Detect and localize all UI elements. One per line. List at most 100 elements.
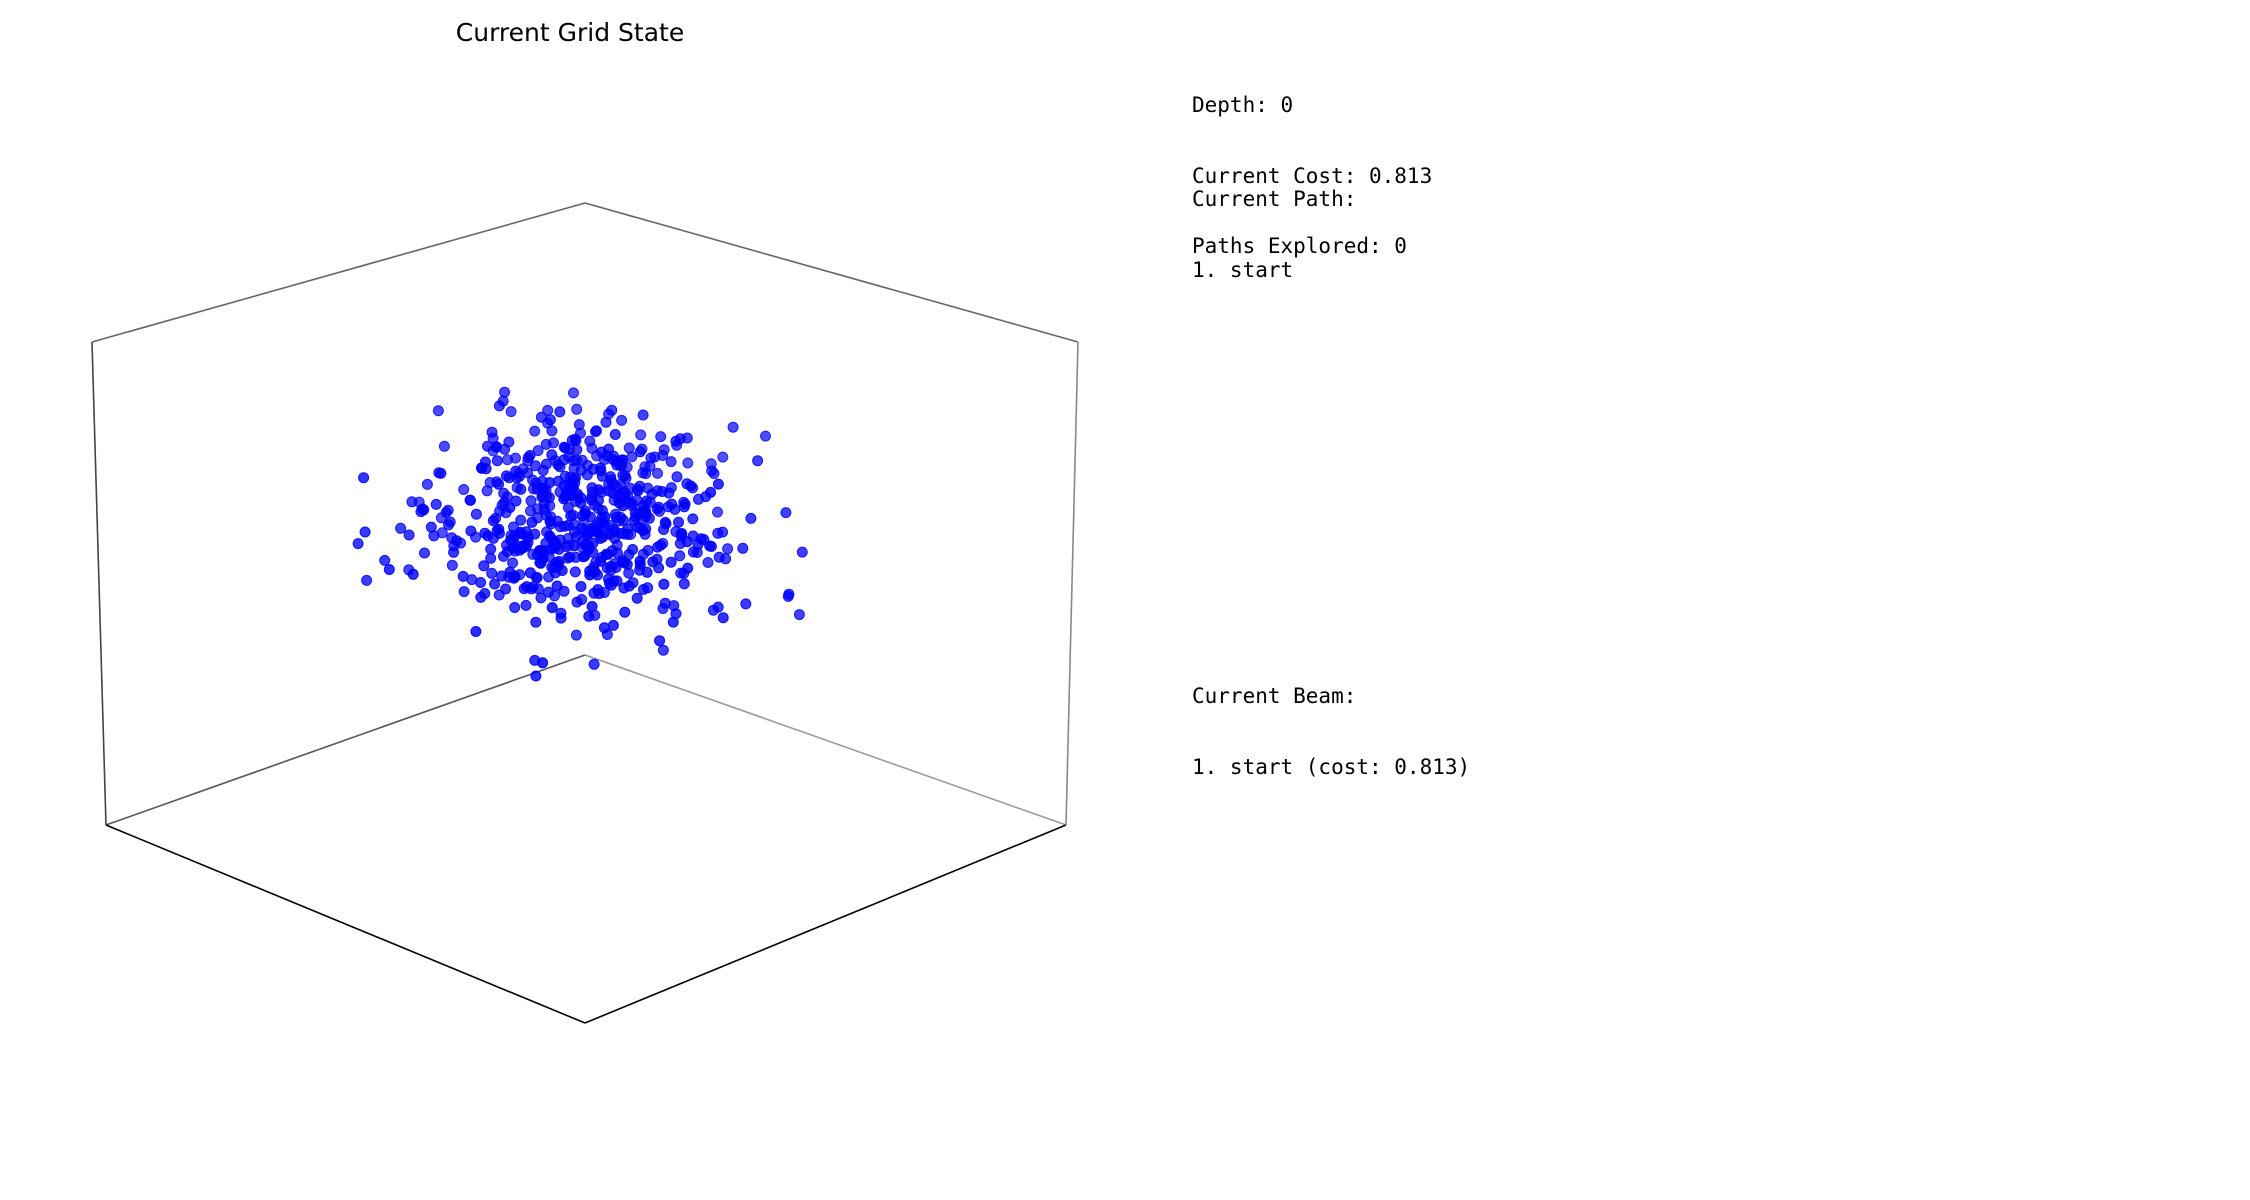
scatter-point	[623, 442, 635, 454]
scatter-point	[682, 457, 694, 469]
scatter-point	[706, 465, 718, 477]
scatter-point	[593, 588, 605, 600]
scatter-point	[502, 454, 513, 466]
scatter-point	[383, 564, 395, 575]
scatter-point	[665, 556, 677, 568]
scatter-point	[604, 519, 615, 531]
scatter-point	[609, 429, 621, 440]
scatter-point	[570, 531, 582, 543]
scatter-point	[717, 612, 729, 624]
scatter-point	[395, 522, 407, 534]
scatter-point	[572, 490, 583, 502]
scatter-point	[446, 559, 458, 571]
scatter-point	[625, 529, 637, 540]
left-vertical-edge	[91, 341, 107, 826]
scatter-point	[563, 479, 575, 491]
back-top-left-edge	[91, 202, 586, 343]
scatter-point	[563, 539, 575, 551]
scatter-point	[352, 538, 364, 550]
scatter-point	[554, 521, 566, 533]
scatter-point	[569, 566, 581, 578]
scatter-point	[682, 562, 694, 574]
scatter-point	[687, 482, 699, 494]
scatter-point	[679, 498, 691, 510]
scatter-point	[674, 550, 686, 562]
scatter-point	[432, 405, 444, 417]
scatter-point	[530, 670, 542, 682]
scatter-point	[605, 474, 617, 486]
scatter-point	[529, 425, 541, 437]
scatter-point	[458, 484, 470, 495]
scatter-point	[406, 496, 418, 508]
scatter-point	[470, 626, 482, 637]
scatter-point	[566, 434, 578, 446]
scatter-point	[712, 527, 724, 539]
scatter-point	[568, 387, 579, 399]
scatter-point	[693, 493, 704, 505]
scatter-point	[717, 451, 729, 463]
scatter-point	[521, 581, 533, 593]
scatter-point	[617, 469, 629, 481]
scatter-point	[505, 530, 517, 541]
scatter-point	[671, 471, 683, 483]
scatter-point	[509, 602, 521, 613]
scatter-point	[438, 440, 450, 452]
scatter-point	[670, 608, 682, 620]
scatter-point	[745, 512, 757, 524]
axes-box	[91, 202, 1079, 1024]
scatter-point	[482, 530, 494, 542]
back-top-right-edge	[584, 202, 1079, 343]
scatter-point	[576, 594, 588, 605]
scatter-point	[687, 513, 699, 525]
scatter-point	[555, 612, 567, 624]
scatter-point	[793, 609, 805, 621]
scatter-point	[499, 386, 511, 398]
scatter-point	[515, 483, 527, 495]
scatter-point	[527, 474, 539, 486]
scatter-point	[498, 496, 510, 508]
scatter-point	[567, 509, 579, 521]
scatter-point	[589, 609, 601, 621]
depth-text: Depth: 0	[1192, 93, 1294, 117]
scatter-point	[737, 542, 749, 554]
scatter-point	[549, 567, 561, 579]
scatter-point	[675, 528, 687, 540]
scatter-point	[705, 486, 717, 498]
scatter-point	[562, 552, 574, 564]
scatter-point	[605, 564, 617, 576]
scatter-point	[616, 414, 628, 426]
scatter-point	[478, 560, 490, 572]
scatter-point	[613, 515, 625, 527]
scatter-point	[481, 485, 493, 497]
scatter-point	[576, 454, 588, 466]
scatter-point	[575, 427, 586, 439]
scatter-point	[601, 629, 613, 640]
scatter-point	[616, 454, 628, 466]
scatter-point	[595, 462, 606, 474]
scatter-point	[448, 546, 460, 558]
scatter-point	[537, 657, 549, 669]
scatter-point	[586, 492, 597, 504]
scatter-point	[522, 452, 534, 464]
scatter-point	[588, 658, 600, 670]
scatter-point	[590, 526, 602, 538]
scatter-point	[637, 467, 649, 479]
scatter-point	[722, 543, 734, 555]
scatter-point	[537, 550, 549, 562]
scatter-point	[704, 540, 716, 552]
scatter-point	[553, 543, 565, 555]
scatter-point	[780, 507, 792, 519]
scatter-point	[571, 403, 583, 415]
scatter-point	[666, 498, 678, 510]
scatter-point	[596, 551, 608, 563]
scatter-point	[403, 564, 415, 576]
scatter-point	[673, 516, 684, 528]
scatter-point	[783, 588, 795, 600]
scatter-point	[458, 586, 470, 598]
scatter-point	[631, 592, 643, 604]
scatter-point	[796, 546, 808, 558]
scatter-point	[619, 606, 631, 618]
scatter-point	[444, 516, 456, 528]
scatter-point	[642, 582, 654, 594]
scatter-point	[636, 443, 648, 455]
